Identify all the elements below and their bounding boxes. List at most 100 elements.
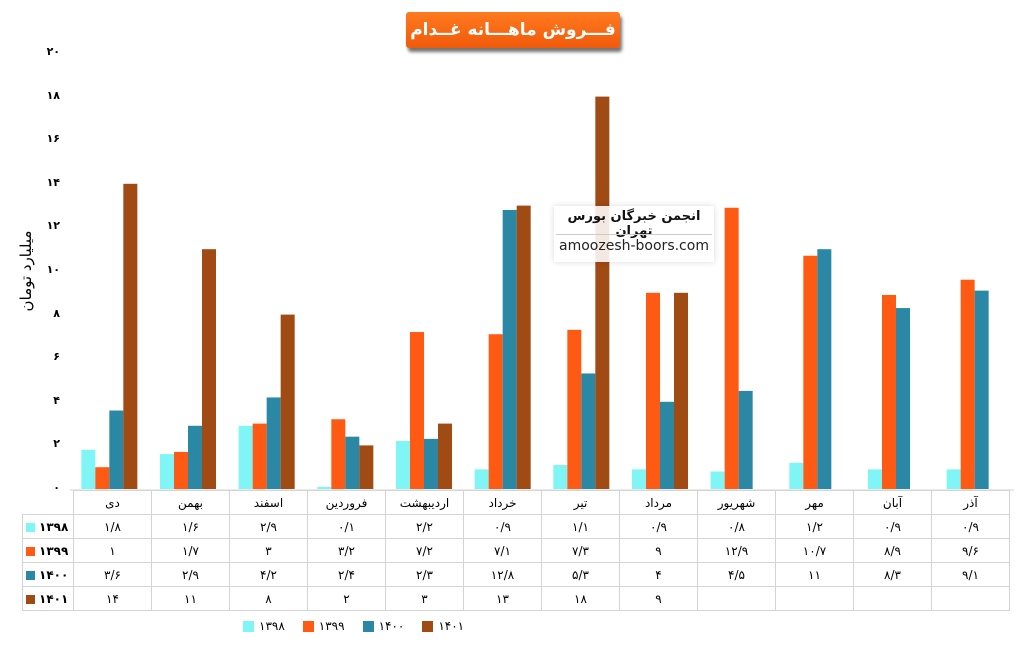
data-label: ۰/۸	[697, 514, 776, 539]
x-tick-label: اردیبهشت	[385, 490, 464, 515]
series-name: ۱۳۹۹	[39, 543, 69, 558]
data-label: ۱۱	[151, 586, 230, 611]
data-label: ۲/۹	[229, 514, 308, 539]
data-label: ۹/۶	[931, 538, 1010, 563]
data-label: ۲	[307, 586, 386, 611]
series-swatch	[26, 570, 35, 580]
bar-3-5	[516, 205, 531, 489]
table-row: ۱۳۹۹ ۱ ۱/۷ ۳ ۳/۲ ۷/۲ ۷/۱ ۷/۳ ۹ ۱۲/۹ ۱۰/۷ ۸/۹ ۹/۶	[22, 538, 1010, 563]
data-label: ۹	[619, 586, 698, 611]
data-label: ۳	[385, 586, 464, 611]
bar-0-10	[868, 469, 882, 489]
table-corner	[22, 490, 74, 515]
data-table: دی بهمن اسفند فروردین اردیبهشت خرداد تیر مرداد ش…	[22, 490, 1010, 611]
legend-item: ۱۴۰۰	[362, 619, 404, 633]
bar-2-3	[345, 436, 360, 489]
bar-3-4	[438, 423, 452, 489]
bar-2-2	[266, 397, 281, 489]
data-label: ۲/۲	[385, 514, 464, 539]
bar-3-6	[595, 96, 610, 489]
bar-1-11	[960, 279, 975, 489]
data-label: ۹/۱	[931, 562, 1010, 587]
y-tick-label: ۱۰	[46, 263, 60, 276]
data-label	[931, 586, 1010, 611]
chart-title: فـــروش ماهـــانه غــدام	[406, 12, 620, 48]
data-label: ۸/۳	[853, 562, 932, 587]
x-tick-label: فروردین	[307, 490, 386, 515]
table-row: ۱۴۰۰ ۳/۶ ۲/۹ ۴/۲ ۲/۴ ۲/۳ ۱۲/۸ ۵/۳ ۴ ۴/۵ ۱۱ ۸/۳ ۹/۱	[22, 562, 1010, 587]
bar-0-0	[81, 449, 96, 489]
bar-3-0	[123, 183, 138, 490]
data-label: ۴/۵	[697, 562, 776, 587]
data-label: ۱۱	[775, 562, 854, 587]
bar-0-3	[317, 486, 332, 489]
bar-1-7	[646, 292, 660, 489]
data-label: ۱۳	[463, 586, 542, 611]
data-label	[775, 586, 854, 611]
table-row-header: ۱۴۰۱	[22, 586, 74, 611]
table-row-header: ۱۴۰۰	[22, 562, 74, 587]
x-tick-label: خرداد	[463, 490, 542, 515]
data-label: ۵/۳	[541, 562, 620, 587]
bar-1-3	[331, 419, 346, 489]
bar-1-5	[488, 334, 503, 489]
data-label: ۱۰/۷	[775, 538, 854, 563]
x-tick-label: مرداد	[619, 490, 698, 515]
data-label: ۱/۱	[541, 514, 620, 539]
bar-1-4	[410, 332, 424, 489]
data-label: ۴/۲	[229, 562, 308, 587]
y-tick-label: ۲۰	[46, 45, 60, 58]
data-label: ۱	[73, 538, 152, 563]
y-tick-label: ۱۸	[46, 88, 60, 102]
bar-1-10	[882, 294, 896, 489]
data-label: ۱۲/۸	[463, 562, 542, 587]
data-label: ۴	[619, 562, 698, 587]
data-label	[853, 586, 932, 611]
data-label: ۳/۲	[307, 538, 386, 563]
data-label: ۱/۷	[151, 538, 230, 563]
data-label: ۱۴	[73, 586, 152, 611]
bar-1-0	[95, 467, 110, 489]
table-row: ۱۴۰۱ ۱۴ ۱۱ ۸ ۲ ۳ ۱۳ ۱۸ ۹	[22, 586, 1010, 611]
x-tick-label: دی	[73, 490, 152, 515]
bar-0-9	[789, 462, 804, 489]
data-label: ۳/۶	[73, 562, 152, 587]
bar-1-9	[803, 255, 818, 489]
bar-3-3	[359, 445, 374, 489]
watermark-separator	[556, 234, 712, 235]
bar-2-6	[581, 373, 596, 489]
data-label: ۱/۸	[73, 514, 152, 539]
data-label: ۹	[619, 538, 698, 563]
y-axis-label: میلیارد تومان	[17, 230, 35, 312]
bar-2-5	[502, 209, 517, 489]
bar-3-2	[280, 314, 295, 489]
y-tick-label: ۴	[53, 393, 60, 407]
series-swatch	[26, 522, 35, 532]
data-label: ۰/۹	[853, 514, 932, 539]
series-name: ۱۴۰۰	[39, 567, 69, 582]
bar-0-7	[632, 469, 646, 489]
bar-2-11	[974, 290, 989, 489]
data-label: ۰/۹	[619, 514, 698, 539]
bar-2-1	[188, 425, 202, 489]
bar-2-7	[660, 401, 674, 489]
legend-item: ۱۳۹۹	[302, 619, 345, 633]
data-label: ۰/۹	[931, 514, 1010, 539]
y-tick-label: ۸	[53, 306, 60, 320]
data-label: ۷/۳	[541, 538, 620, 563]
data-label: ۰/۱	[307, 514, 386, 539]
y-tick-label: ۶	[53, 350, 60, 364]
y-tick-label: ۱۴	[46, 175, 60, 189]
x-tick-label: مهر	[775, 490, 854, 515]
legend-item: ۱۳۹۸	[243, 619, 285, 633]
series-name: ۱۴۰۱	[39, 591, 69, 606]
y-tick-label: ۰	[53, 481, 60, 494]
data-label: ۸/۹	[853, 538, 932, 563]
legend-item: ۱۴۰۱	[422, 619, 464, 633]
bar-0-5	[474, 469, 489, 489]
legend-label: ۱۳۹۹	[318, 619, 345, 633]
bar-1-8	[724, 207, 739, 489]
bar-3-7	[674, 292, 688, 489]
legend-swatch	[422, 620, 434, 632]
